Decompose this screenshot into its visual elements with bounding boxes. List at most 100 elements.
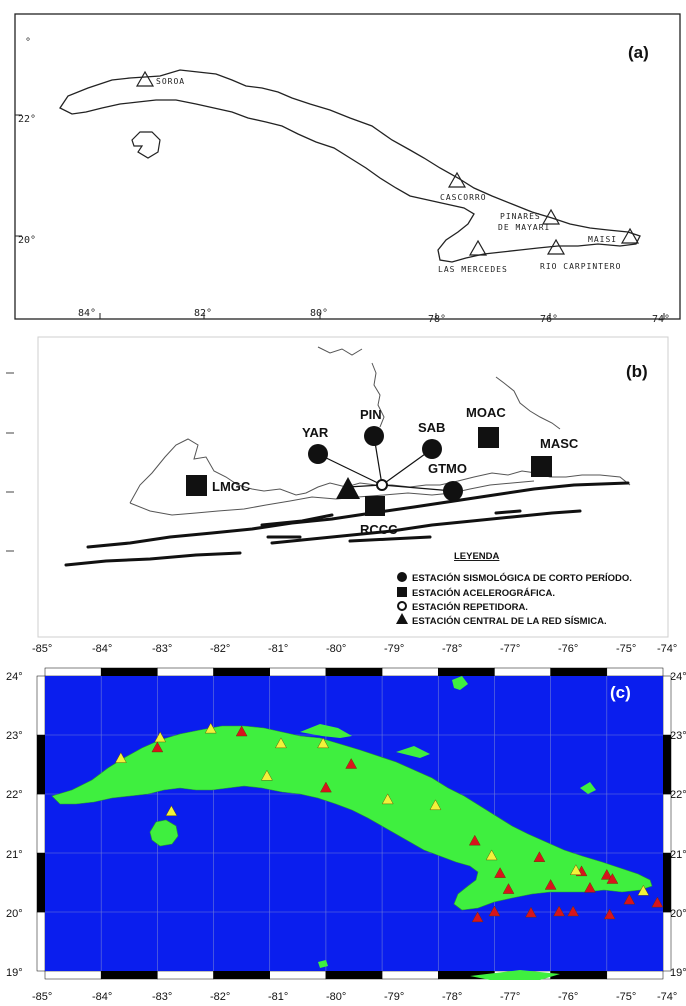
cayman-island (318, 960, 328, 968)
station-triangle-red (468, 834, 481, 846)
station-label-masc: MASC (540, 436, 579, 451)
legend-item: ESTACIÓN CENTRAL DE LA RED SÍSMICA. (412, 615, 607, 627)
lon-label: -81° (268, 643, 288, 655)
station-circle-sab (422, 439, 442, 459)
frame-segment (213, 970, 270, 980)
station-label-moac: MOAC (466, 405, 506, 420)
lon-label: -79° (384, 643, 404, 655)
station-repeater-ring (376, 479, 388, 491)
jamaica (470, 970, 560, 980)
panel-a-lat-label: 22° (18, 114, 36, 125)
frame-segment (213, 667, 270, 677)
station-triangle-red (533, 851, 546, 862)
lon-label: -76° (558, 643, 578, 655)
legend-ring-icon (397, 601, 407, 611)
station-triangle-red (603, 908, 616, 920)
lon-label: -78° (442, 643, 462, 655)
panel-c-sea (45, 676, 663, 971)
station-triangle-red (471, 911, 484, 923)
station-triangle-red (494, 867, 506, 878)
station-triangle-yellow (317, 737, 329, 749)
panel-a-lat-degree-mark: ° (25, 37, 31, 48)
station-label-soroa: SOROA (156, 77, 185, 86)
frame-segment (36, 852, 46, 913)
station-triangle-red (525, 906, 537, 918)
frame-segment (44, 970, 102, 980)
panel-a-lon-label: 84° (78, 308, 96, 319)
lon-label: -77° (500, 643, 520, 655)
lon-label: -83° (152, 643, 172, 655)
lat-label: 22° (6, 789, 23, 801)
frame-segment (36, 734, 46, 795)
lon-label: -82° (210, 991, 230, 1002)
panel-a-isla-juventud-outline (131, 131, 161, 159)
station-label-rccc: RCCC (360, 522, 398, 537)
lat-label: 20° (6, 908, 23, 920)
lat-label: 19° (6, 967, 23, 979)
lat-label: 23° (670, 730, 686, 742)
station-triangle-yellow (381, 793, 394, 805)
panel-a-frame (14, 13, 681, 320)
station-label-gtmo: GTMO (428, 461, 467, 476)
frame-segment (325, 667, 383, 677)
isla-de-la-juventud (149, 819, 179, 847)
frame-segment (662, 852, 672, 913)
lon-label: -84° (92, 991, 112, 1002)
lon-label: -80° (326, 643, 346, 655)
station-triangle-red (345, 758, 358, 769)
panel-b-seismic-network-map: YAR PIN SAB MOAC MASC GTMO LMGC RCCC LEY… (0, 325, 686, 640)
station-label-cascorro: CASCORRO (440, 193, 487, 202)
station-central-triangle (336, 477, 360, 499)
frame-segment (381, 970, 439, 980)
panel-c-lon-labels-bottom: -85° -84° -83° -82° -81° -80° -79° -78° … (32, 991, 677, 1003)
lon-label: -77° (500, 991, 520, 1002)
panel-c-station-markers (115, 722, 664, 923)
lat-label: 21° (670, 849, 686, 861)
station-triangle-yellow (570, 864, 582, 875)
station-triangle-red (600, 869, 613, 880)
lat-label: 24° (670, 671, 686, 683)
legend-circle-icon (397, 572, 407, 582)
panel-c-land (51, 676, 653, 980)
legend-item: ESTACIÓN ACELEROGRÁFICA. (412, 587, 555, 599)
station-triangle-maisi (620, 227, 640, 244)
frame-segment (662, 793, 672, 854)
legend-item: ESTACIÓN SISMOLÓGICA DE CORTO PERÍODO. (412, 572, 632, 584)
panel-a-cuba-outline (59, 69, 641, 263)
lon-label: -85° (32, 991, 52, 1002)
station-triangle-red (651, 896, 664, 908)
panel-b-svg: YAR PIN SAB MOAC MASC GTMO LMGC RCCC LEY… (6, 336, 669, 638)
station-label-de-mayari: DE MAYARI (498, 223, 550, 232)
lon-label: -82° (210, 643, 230, 655)
panel-b-network-links (317, 435, 454, 492)
lon-label: -80° (326, 991, 346, 1002)
bahamas-island (452, 676, 468, 690)
frame-segment (381, 667, 439, 677)
panel-c-lon-labels-top: -85° -84° -83° -82° -81° -80° -79° -78° … (32, 643, 677, 655)
frame-segment (44, 667, 102, 677)
frame-segment (494, 667, 551, 677)
panel-c-lat-labels-left: 24° 23° 22° 21° 20° 19° (6, 671, 23, 979)
station-circle-yar (308, 444, 328, 464)
frame-segment (438, 667, 495, 677)
panel-a-station-markers (135, 70, 640, 256)
legend-item: ESTACIÓN REPETIDORA. (412, 601, 528, 613)
station-triangle-red (488, 905, 501, 917)
station-triangle-red (235, 725, 248, 737)
panel-c-svg: -85° -84° -83° -82° -81° -80° -79° -78° … (6, 643, 686, 1003)
panel-b-axis-ticks (6, 372, 14, 552)
frame-segment (100, 970, 158, 980)
station-triangle-red (544, 879, 557, 890)
station-label-las-mercedes: LAS MERCEDES (438, 265, 508, 274)
frame-segment (662, 911, 672, 972)
station-triangle-red (584, 881, 596, 893)
cayos-north (300, 724, 430, 758)
station-label-sab: SAB (418, 420, 445, 435)
lat-label: 19° (670, 967, 686, 979)
station-label-lmgc: LMGC (212, 479, 251, 494)
panel-c-current-network-map: -85° -84° -83° -82° -81° -80° -79° -78° … (0, 640, 686, 1003)
lon-label: -75° (616, 643, 636, 655)
station-square-lmgc (186, 475, 207, 496)
frame-segment (157, 970, 214, 980)
station-triangle-yellow (429, 799, 442, 811)
